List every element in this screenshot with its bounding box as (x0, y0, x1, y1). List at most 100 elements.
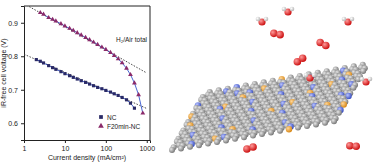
tick-label: 10 (62, 145, 70, 152)
data-point (87, 37, 92, 41)
data-point (116, 56, 121, 60)
tick-label: 0.9 (8, 19, 18, 26)
data-point (83, 35, 88, 39)
atom (341, 101, 347, 107)
legend-label: NC (107, 114, 117, 121)
data-point (128, 72, 133, 76)
tick: 0.6 (8, 120, 24, 127)
tick-mark (21, 23, 24, 24)
data-point (140, 110, 145, 114)
tick: 0.9 (8, 19, 24, 26)
legend-label: F20min-NC (107, 123, 141, 130)
data-point (68, 74, 71, 77)
tick-mark (21, 90, 24, 91)
y-axis: 0.6 0.7 0.8 0.9 (8, 7, 24, 141)
atom (345, 93, 351, 99)
data-point (67, 26, 72, 30)
tick-label: 1000 (139, 145, 155, 152)
atom (250, 133, 256, 139)
data-point (63, 72, 66, 75)
tick-label: 0.7 (8, 86, 18, 93)
figure: 1 10 100 1000 0.6 0.7 0.8 0.9 Current density (m… (0, 0, 378, 163)
data-point (133, 107, 136, 110)
data-point (47, 64, 50, 67)
tick-mark (147, 140, 148, 143)
atom (286, 126, 292, 132)
atom (259, 131, 265, 137)
hydrogen (304, 73, 309, 78)
oxygen (322, 42, 330, 50)
hydrogen (264, 17, 269, 22)
atom (322, 120, 328, 126)
data-point (96, 86, 99, 89)
atom (223, 137, 229, 143)
data-point (95, 42, 100, 46)
atom (313, 121, 319, 127)
data-point (63, 23, 68, 27)
data-point (117, 94, 120, 97)
tick: 0.8 (8, 53, 24, 60)
atom (214, 139, 220, 145)
data-point (100, 87, 103, 90)
oxygen (249, 143, 257, 151)
frame (150, 6, 151, 140)
annotation: H₂/Air total (116, 36, 148, 43)
tick-mark (21, 56, 24, 57)
tick-mark (65, 140, 66, 143)
legend-item: F20min-NC (98, 123, 140, 130)
oxygen (276, 31, 284, 39)
tick: 1 (23, 140, 27, 152)
legend: NC F20min-NC (98, 114, 140, 130)
hydrogen (312, 73, 317, 78)
atom (350, 85, 356, 91)
hydrogen (256, 17, 261, 22)
hydrogen (368, 77, 373, 82)
x-axis: 1 10 100 1000 (23, 140, 156, 152)
data-point (120, 60, 125, 64)
data-point (92, 84, 95, 87)
data-point (108, 50, 113, 54)
data-point (42, 61, 45, 64)
data-point (104, 89, 107, 92)
data-point (53, 18, 58, 22)
data-point (39, 60, 42, 63)
series-line (36, 60, 134, 109)
plot-marks (24, 6, 147, 115)
hydrogen (360, 77, 365, 82)
hydrogen (350, 17, 355, 22)
data-point (71, 28, 76, 32)
x-axis-title: Current density (mA/cm²) (48, 154, 126, 162)
series-line (40, 13, 143, 114)
hydrogen (282, 7, 287, 12)
atom (196, 142, 202, 148)
data-point (132, 80, 137, 84)
hydrogen (290, 7, 295, 12)
data-point (113, 92, 116, 95)
data-point (41, 12, 46, 16)
atom (178, 145, 184, 151)
oxygen (299, 54, 307, 62)
tick-label: 100 (100, 145, 112, 152)
data-point (35, 58, 38, 61)
data-point (75, 30, 80, 34)
atom (187, 144, 193, 150)
tick-label: 0.8 (8, 53, 18, 60)
atom (169, 147, 175, 153)
data-point (112, 53, 117, 57)
legend-marker (98, 123, 104, 128)
data-point (51, 66, 54, 69)
atom (232, 136, 238, 142)
axis-line (21, 7, 25, 141)
legend-marker (99, 115, 103, 119)
frame (24, 6, 150, 7)
atom (304, 123, 310, 129)
data-point (46, 15, 51, 19)
atom (295, 125, 301, 131)
atom (205, 141, 211, 147)
oxygen (270, 30, 278, 38)
atom (241, 134, 247, 140)
data-point (99, 44, 104, 48)
data-point (125, 98, 128, 101)
data-point (91, 39, 96, 43)
atom (277, 128, 283, 134)
